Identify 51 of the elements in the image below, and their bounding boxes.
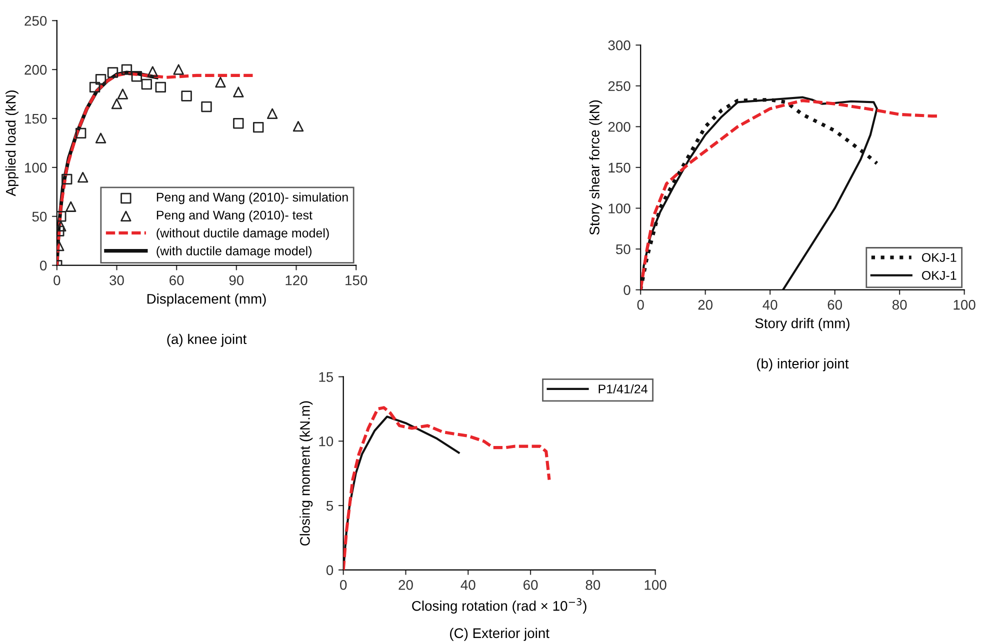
legend-label: (without ductile damage model) bbox=[156, 228, 329, 240]
x-axis-title: Displacement (mm) bbox=[147, 294, 266, 306]
x-axis-title: Closing rotation (rad × 10$^{−3}$) bbox=[412, 598, 586, 614]
y-axis-title: Closing moment (kN.m) bbox=[300, 401, 313, 546]
y-tick-label: 100 bbox=[608, 204, 630, 214]
y-axis-title: Applied load (kN) bbox=[6, 90, 18, 196]
y-tick-label: 200 bbox=[24, 64, 47, 75]
text: (C) Exterior joint bbox=[450, 628, 550, 641]
y-tick-label: 0 bbox=[40, 260, 47, 270]
y-tick-label: 15 bbox=[319, 372, 334, 382]
x-tick-label: 40 bbox=[460, 580, 476, 590]
x-tick-label: 120 bbox=[286, 275, 308, 286]
text: (a) knee joint bbox=[167, 334, 247, 347]
x-tick-label: 20 bbox=[698, 300, 713, 310]
x-tick-label: 0 bbox=[637, 300, 644, 310]
x-tick-label: 100 bbox=[644, 580, 666, 590]
x-tick-label: 100 bbox=[954, 300, 976, 310]
x-tick-label: 60 bbox=[170, 275, 184, 286]
y-tick-label: 150 bbox=[25, 114, 47, 124]
y-tick-label: 250 bbox=[24, 16, 47, 26]
x-tick-label: 0 bbox=[340, 580, 347, 590]
y-tick-label: 50 bbox=[616, 244, 630, 254]
x-tick-label: 60 bbox=[828, 300, 842, 310]
y-tick-label: 0 bbox=[624, 285, 630, 295]
y-tick-label: 250 bbox=[608, 81, 630, 92]
y-tick-label: 50 bbox=[32, 212, 47, 222]
y-tick-label: 150 bbox=[608, 162, 630, 173]
y-tick-label: 5 bbox=[326, 501, 334, 511]
x-tick-label: 80 bbox=[892, 300, 907, 310]
x-tick-label: 0 bbox=[54, 275, 60, 286]
legend-label: OKJ-1 bbox=[922, 253, 956, 262]
x-tick-label: 40 bbox=[762, 300, 778, 310]
x-axis-title: Story drift (mm) bbox=[755, 318, 850, 331]
x-tick-label: 60 bbox=[524, 580, 538, 590]
y-tick-label: 10 bbox=[319, 436, 334, 446]
y-tick-label: 300 bbox=[608, 40, 630, 50]
x-tick-label: 90 bbox=[229, 275, 244, 286]
legend-label: Peng and Wang (2010)- simulation bbox=[156, 192, 348, 204]
y-tick-label: 100 bbox=[25, 162, 47, 173]
legend-label: OKJ-1 bbox=[922, 270, 956, 280]
y-tick-label: 200 bbox=[608, 122, 630, 132]
y-axis-title: Story shear force (kN) bbox=[589, 100, 602, 235]
y-tick-label: 0 bbox=[326, 565, 334, 576]
legend-label: (with ductile damage model) bbox=[156, 246, 312, 258]
x-tick-label: 80 bbox=[586, 580, 600, 590]
legend-label: Peng and Wang (2010)- test bbox=[156, 210, 312, 222]
x-tick-label: 30 bbox=[110, 275, 124, 286]
x-tick-label: 20 bbox=[398, 580, 413, 590]
legend-label: P1/41/24 bbox=[598, 384, 648, 394]
text: (b) interior joint bbox=[757, 358, 849, 372]
x-tick-label: 150 bbox=[346, 275, 368, 286]
